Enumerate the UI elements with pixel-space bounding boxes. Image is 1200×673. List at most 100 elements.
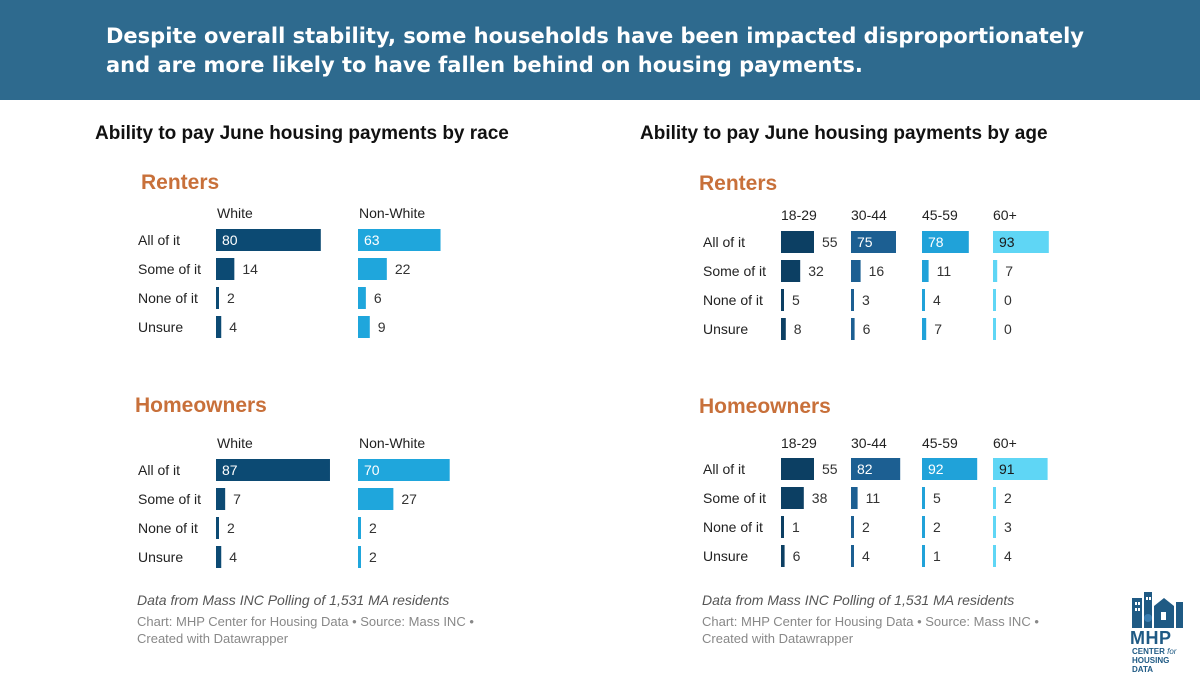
series-header: 60+	[993, 435, 1017, 451]
logo-subtitle-for: for	[1167, 647, 1177, 656]
bar	[216, 488, 226, 510]
bar	[358, 287, 366, 309]
value-label: 4	[229, 319, 237, 335]
age-renters-svg: All of it Some of it None of it Unsure 18-29…	[703, 207, 1049, 340]
value-label: 75	[857, 234, 873, 250]
bar	[781, 289, 784, 311]
value-label: 2	[1004, 490, 1012, 506]
value-label: 92	[928, 461, 944, 477]
value-label: 3	[862, 292, 870, 308]
bar	[851, 231, 896, 253]
bar	[781, 487, 804, 509]
bar	[358, 258, 387, 280]
series-header: 30-44	[851, 435, 887, 451]
race-panel-title: Ability to pay June housing payments by …	[95, 123, 509, 144]
headline: Despite overall stability, some househol…	[106, 24, 1084, 77]
value-label: 2	[227, 520, 235, 536]
bar	[993, 289, 996, 311]
logo-subtitle-line2: HOUSING DATA	[1132, 656, 1170, 673]
series-header: 18-29	[781, 207, 817, 223]
bar	[216, 258, 235, 280]
value-label: 82	[857, 461, 873, 477]
house-skyline-icon	[1132, 592, 1183, 628]
value-label: 32	[808, 263, 824, 279]
value-label: 91	[999, 461, 1015, 477]
bar	[358, 546, 361, 568]
bar	[851, 458, 901, 480]
bar	[922, 487, 925, 509]
value-label: 1	[933, 548, 941, 564]
bar	[993, 318, 996, 340]
value-label: 4	[933, 292, 941, 308]
value-label: 2	[369, 520, 377, 536]
header-banner: Despite overall stability, some househol…	[0, 0, 1200, 100]
value-label: 78	[928, 234, 944, 250]
category-label: Unsure	[703, 321, 748, 337]
bar	[851, 289, 854, 311]
value-label: 93	[999, 234, 1015, 250]
bar	[358, 488, 394, 510]
series-header: 45-59	[922, 207, 958, 223]
bar	[922, 516, 925, 538]
logo-name: MHP	[1130, 628, 1172, 648]
age-chart-credit: Chart: MHP Center for Housing Data • Sou…	[702, 614, 1039, 646]
value-label: 70	[364, 462, 380, 478]
bar	[922, 231, 969, 253]
category-label: All of it	[703, 234, 745, 250]
bar	[851, 260, 861, 282]
category-label: Some of it	[138, 491, 201, 507]
category-label: None of it	[138, 520, 198, 536]
bar	[781, 458, 814, 480]
value-label: 4	[862, 548, 870, 564]
category-label: Some of it	[703, 263, 766, 279]
value-label: 7	[1005, 263, 1013, 279]
series-header: 18-29	[781, 435, 817, 451]
category-label: Unsure	[138, 549, 183, 565]
value-label: 55	[822, 461, 838, 477]
value-label: 7	[233, 491, 241, 507]
age-panel-title: Ability to pay June housing payments by …	[640, 123, 1048, 144]
value-label: 80	[222, 232, 238, 248]
value-label: 11	[866, 490, 881, 506]
category-label: Unsure	[138, 319, 183, 335]
bar	[358, 229, 441, 251]
category-label: None of it	[138, 290, 198, 306]
value-label: 9	[378, 319, 386, 335]
bar	[216, 517, 219, 539]
bar	[922, 318, 927, 340]
race-renters-svg: All of it Some of it None of it Unsure White…	[138, 205, 441, 338]
series-header: White	[217, 435, 253, 451]
value-label: 2	[227, 290, 235, 306]
value-label: 14	[242, 261, 258, 277]
mhp-logo: MHP CENTER for HOUSING DATA	[1128, 588, 1184, 673]
bar	[216, 229, 321, 251]
category-label: Some of it	[703, 490, 766, 506]
bar	[851, 545, 854, 567]
bar	[358, 517, 361, 539]
bar	[216, 287, 219, 309]
value-label: 1	[792, 519, 800, 535]
value-label: 0	[1004, 321, 1012, 337]
value-label: 16	[869, 263, 885, 279]
bar	[993, 458, 1048, 480]
bar	[216, 316, 222, 338]
bar	[781, 318, 786, 340]
category-label: All of it	[703, 461, 745, 477]
value-label: 22	[395, 261, 411, 277]
bar	[993, 545, 996, 567]
bar	[216, 459, 330, 481]
race-homeowners-title: Homeowners	[135, 394, 267, 417]
value-label: 38	[812, 490, 828, 506]
race-renters-chart: All of it Some of it None of it Unsure White…	[130, 200, 490, 350]
category-label: Unsure	[703, 548, 748, 564]
bar	[216, 546, 222, 568]
bar	[993, 231, 1049, 253]
value-label: 2	[369, 549, 377, 565]
bar	[851, 487, 858, 509]
value-label: 11	[937, 263, 952, 279]
value-label: 63	[364, 232, 380, 248]
bar	[922, 260, 929, 282]
category-label: Some of it	[138, 261, 201, 277]
bar	[922, 289, 925, 311]
bar	[851, 318, 855, 340]
